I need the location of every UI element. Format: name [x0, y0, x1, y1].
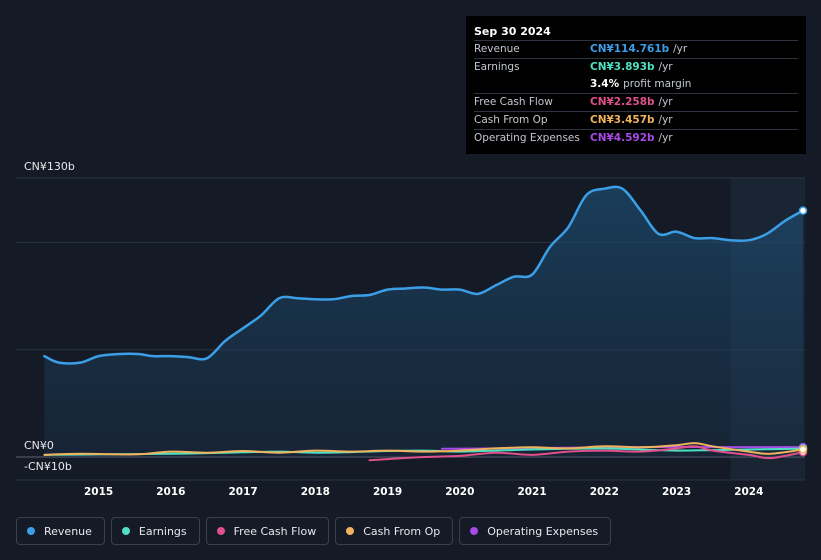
legend-item-revenue[interactable]: Revenue	[16, 517, 105, 545]
legend-label: Cash From Op	[363, 524, 441, 538]
legend-dot-icon	[346, 527, 355, 535]
series-marker-cash-from-op	[798, 445, 808, 454]
tooltip-unit: /yr	[673, 43, 688, 55]
legend-label: Revenue	[44, 524, 92, 538]
x-tick-label: 2015	[84, 486, 113, 498]
series-line-free-cash-flow	[368, 445, 804, 462]
tooltip-unit: /yr	[658, 114, 673, 126]
tooltip-value: CN¥3.893b	[590, 61, 655, 73]
tooltip-label: Revenue	[474, 43, 520, 55]
tooltip-date: Sep 30 2024	[474, 25, 551, 38]
tooltip-row-free-cash-flow: Free Cash Flow CN¥2.258b /yr	[474, 93, 798, 111]
tooltip-label	[474, 76, 590, 93]
tooltip: Sep 30 2024 Revenue CN¥114.761b /yr Earn…	[466, 16, 806, 154]
legend-dot-icon	[121, 527, 130, 535]
legend-item-earnings[interactable]: Earnings	[110, 517, 200, 545]
tooltip-unit: /yr	[658, 61, 673, 73]
legend-label: Earnings	[138, 524, 187, 538]
tooltip-label: Free Cash Flow	[474, 96, 553, 108]
tooltip-label: Earnings	[474, 61, 520, 73]
x-tick-label: 2019	[373, 486, 402, 498]
tooltip-row-operating-expenses: Operating Expenses CN¥4.592b /yr	[474, 129, 798, 147]
legend: Revenue Earnings Free Cash Flow Cash Fro…	[16, 517, 612, 545]
legend-label: Free Cash Flow	[233, 524, 317, 538]
tooltip-row-revenue: Revenue CN¥114.761b /yr	[474, 40, 798, 58]
tooltip-value: CN¥114.761b	[590, 43, 670, 55]
tooltip-unit: /yr	[658, 132, 673, 144]
tooltip-value: CN¥2.258b	[590, 96, 655, 108]
y-tick-label: CN¥0	[24, 439, 54, 452]
series-area-revenue	[44, 186, 803, 458]
tooltip-row-earnings: Earnings CN¥3.893b /yr	[474, 58, 798, 76]
tooltip-value: CN¥3.457b	[590, 114, 655, 126]
series-line-cash-from-op	[43, 442, 804, 456]
x-tick-label: 2020	[445, 486, 474, 498]
tooltip-row-cash-from-op: Cash From Op CN¥3.457b /yr	[474, 111, 798, 129]
x-tick-label: 2017	[228, 486, 257, 498]
y-tick-label: -CN¥10b	[24, 460, 72, 473]
tooltip-extra: profit margin	[623, 78, 692, 90]
x-tick-label: 2018	[301, 486, 330, 498]
legend-dot-icon	[470, 527, 479, 535]
tooltip-unit: /yr	[658, 96, 673, 108]
legend-item-cash-from-op[interactable]: Cash From Op	[335, 517, 454, 545]
tooltip-label: Cash From Op	[474, 114, 548, 126]
legend-label: Operating Expenses	[487, 524, 599, 538]
series-line-revenue	[43, 185, 805, 365]
legend-item-free-cash-flow[interactable]: Free Cash Flow	[205, 517, 330, 545]
legend-item-operating-expenses[interactable]: Operating Expenses	[459, 517, 612, 545]
x-tick-label: 2021	[517, 486, 546, 498]
tooltip-label: Operating Expenses	[474, 132, 580, 144]
x-tick-label: 2024	[734, 486, 763, 498]
x-tick-label: 2016	[156, 486, 185, 498]
x-tick-label: 2022	[590, 486, 619, 498]
tooltip-row-profit-margin: 3.4% profit margin	[474, 76, 798, 93]
legend-dot-icon	[216, 527, 225, 535]
x-tick-label: 2023	[662, 486, 691, 498]
tooltip-value: CN¥4.592b	[590, 132, 655, 144]
y-tick-label: CN¥130b	[24, 160, 75, 173]
series-marker-revenue	[798, 206, 808, 215]
legend-dot-icon	[27, 527, 35, 535]
tooltip-value: 3.4%	[590, 78, 620, 90]
